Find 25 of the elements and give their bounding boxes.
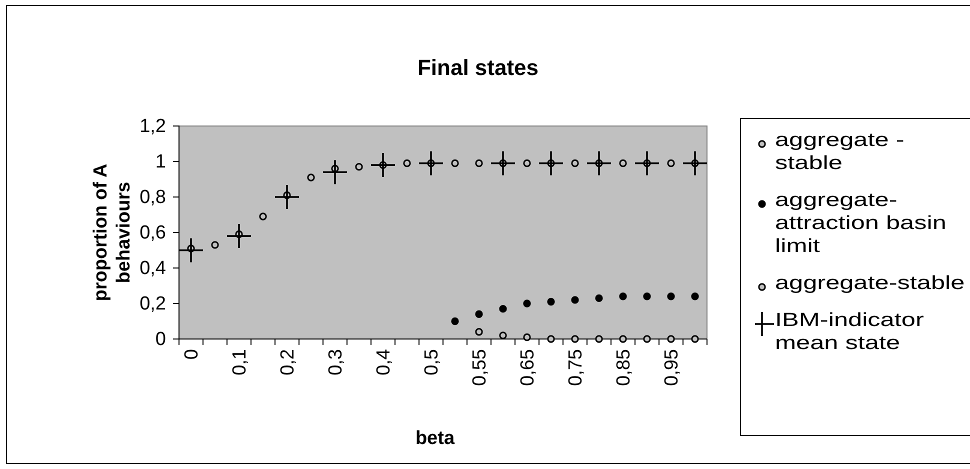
x-tick-label: 0,1 — [230, 349, 251, 376]
x-tick-label: 0,75 — [566, 349, 587, 386]
x-tick-label: 0,55 — [470, 349, 491, 386]
y-tick-label: 0,4 — [140, 258, 166, 280]
legend-label: aggregate - stable — [775, 129, 906, 175]
y-tick-label: 0,8 — [140, 187, 166, 208]
x-tick-label: 0,3 — [326, 349, 347, 376]
x-tick-label: 0,95 — [662, 349, 683, 386]
x-tick-label: 0,5 — [422, 349, 443, 376]
legend-label: aggregate-stable — [775, 272, 966, 295]
chart-title: Final states — [417, 55, 539, 80]
legend-label: IBM-indicator mean state — [775, 309, 925, 355]
legend-label: aggregate-attraction basin limit — [775, 189, 948, 258]
x-tick-label: 0 — [182, 349, 203, 360]
y-axis-title: proportion of A behaviours — [90, 163, 134, 302]
y-tick-label: 0 — [155, 329, 166, 350]
x-axis-title: beta — [415, 428, 455, 449]
y-tick-label: 0,2 — [140, 294, 166, 315]
y-tick-label: 1,2 — [140, 116, 166, 138]
x-tick-label: 0,85 — [614, 349, 635, 386]
x-tick-label: 0,65 — [518, 349, 539, 386]
x-tick-label: 0,2 — [278, 349, 299, 376]
y-tick-label: 1 — [155, 152, 166, 173]
y-tick-label: 0,6 — [140, 222, 166, 244]
x-tick-label: 0,4 — [374, 348, 395, 376]
